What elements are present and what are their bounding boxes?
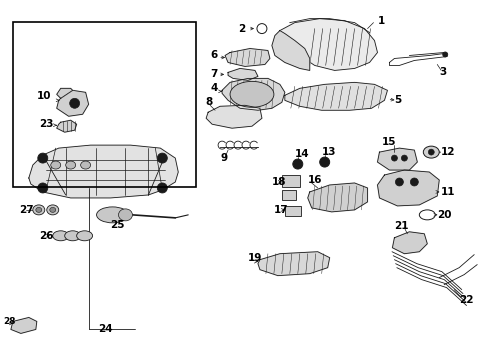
Bar	[282, 175, 300, 187]
Circle shape	[38, 183, 48, 193]
Circle shape	[295, 161, 301, 167]
Text: 2: 2	[238, 24, 245, 33]
Ellipse shape	[50, 207, 56, 212]
Polygon shape	[11, 318, 37, 333]
Ellipse shape	[36, 207, 42, 212]
Polygon shape	[258, 252, 330, 276]
Polygon shape	[29, 145, 178, 198]
Text: 22: 22	[459, 294, 474, 305]
Text: 8: 8	[205, 97, 212, 107]
Ellipse shape	[65, 231, 81, 241]
Circle shape	[319, 157, 330, 167]
Circle shape	[395, 178, 403, 186]
Circle shape	[40, 156, 45, 161]
Text: 23: 23	[39, 119, 53, 129]
Text: 18: 18	[272, 177, 286, 187]
Text: 3: 3	[439, 67, 446, 77]
Circle shape	[428, 149, 434, 155]
Ellipse shape	[76, 231, 93, 241]
Circle shape	[322, 159, 328, 165]
Polygon shape	[228, 68, 258, 80]
Text: 12: 12	[441, 147, 456, 157]
Text: 11: 11	[441, 187, 456, 197]
Ellipse shape	[33, 205, 45, 215]
Polygon shape	[392, 232, 427, 254]
Text: 24: 24	[98, 324, 113, 334]
Bar	[285, 206, 301, 216]
Circle shape	[160, 156, 165, 161]
Text: 9: 9	[220, 153, 227, 163]
Circle shape	[443, 52, 448, 57]
Circle shape	[157, 153, 167, 163]
Polygon shape	[206, 105, 262, 128]
Text: 21: 21	[394, 221, 409, 231]
Ellipse shape	[51, 161, 61, 169]
Bar	[282, 190, 296, 200]
Polygon shape	[57, 120, 76, 132]
Text: 27: 27	[19, 205, 33, 215]
Polygon shape	[308, 183, 368, 212]
Circle shape	[70, 98, 80, 108]
Ellipse shape	[81, 161, 91, 169]
Polygon shape	[57, 88, 73, 98]
Circle shape	[157, 183, 167, 193]
Text: 26: 26	[39, 231, 53, 241]
Text: 14: 14	[295, 149, 309, 159]
Circle shape	[410, 178, 418, 186]
Text: 13: 13	[322, 147, 336, 157]
Text: 6: 6	[210, 50, 218, 60]
Ellipse shape	[230, 81, 274, 107]
Circle shape	[293, 159, 303, 169]
Text: 15: 15	[382, 137, 396, 147]
Circle shape	[160, 185, 165, 190]
Text: 16: 16	[308, 175, 322, 185]
Circle shape	[38, 153, 48, 163]
Circle shape	[392, 155, 397, 161]
Text: 7: 7	[210, 69, 218, 80]
Ellipse shape	[53, 231, 69, 241]
Circle shape	[401, 155, 407, 161]
Text: 20: 20	[437, 210, 452, 220]
Polygon shape	[222, 78, 285, 110]
Text: 25: 25	[111, 220, 125, 230]
Text: 10: 10	[37, 91, 51, 101]
Polygon shape	[377, 148, 417, 170]
Text: 17: 17	[274, 205, 289, 215]
Text: 4: 4	[210, 84, 218, 93]
Ellipse shape	[423, 146, 439, 158]
Text: 1: 1	[377, 15, 385, 26]
Ellipse shape	[119, 209, 132, 221]
Ellipse shape	[47, 205, 59, 215]
Text: 19: 19	[248, 253, 262, 263]
Text: 28: 28	[3, 317, 16, 326]
Polygon shape	[272, 31, 310, 71]
Ellipse shape	[97, 207, 128, 223]
Polygon shape	[377, 170, 439, 206]
Bar	[13, 22, 196, 187]
Polygon shape	[280, 19, 377, 71]
Polygon shape	[225, 49, 270, 67]
Text: 5: 5	[394, 95, 402, 105]
Circle shape	[40, 185, 45, 190]
Ellipse shape	[66, 161, 75, 169]
Polygon shape	[57, 90, 89, 116]
Polygon shape	[285, 82, 388, 110]
